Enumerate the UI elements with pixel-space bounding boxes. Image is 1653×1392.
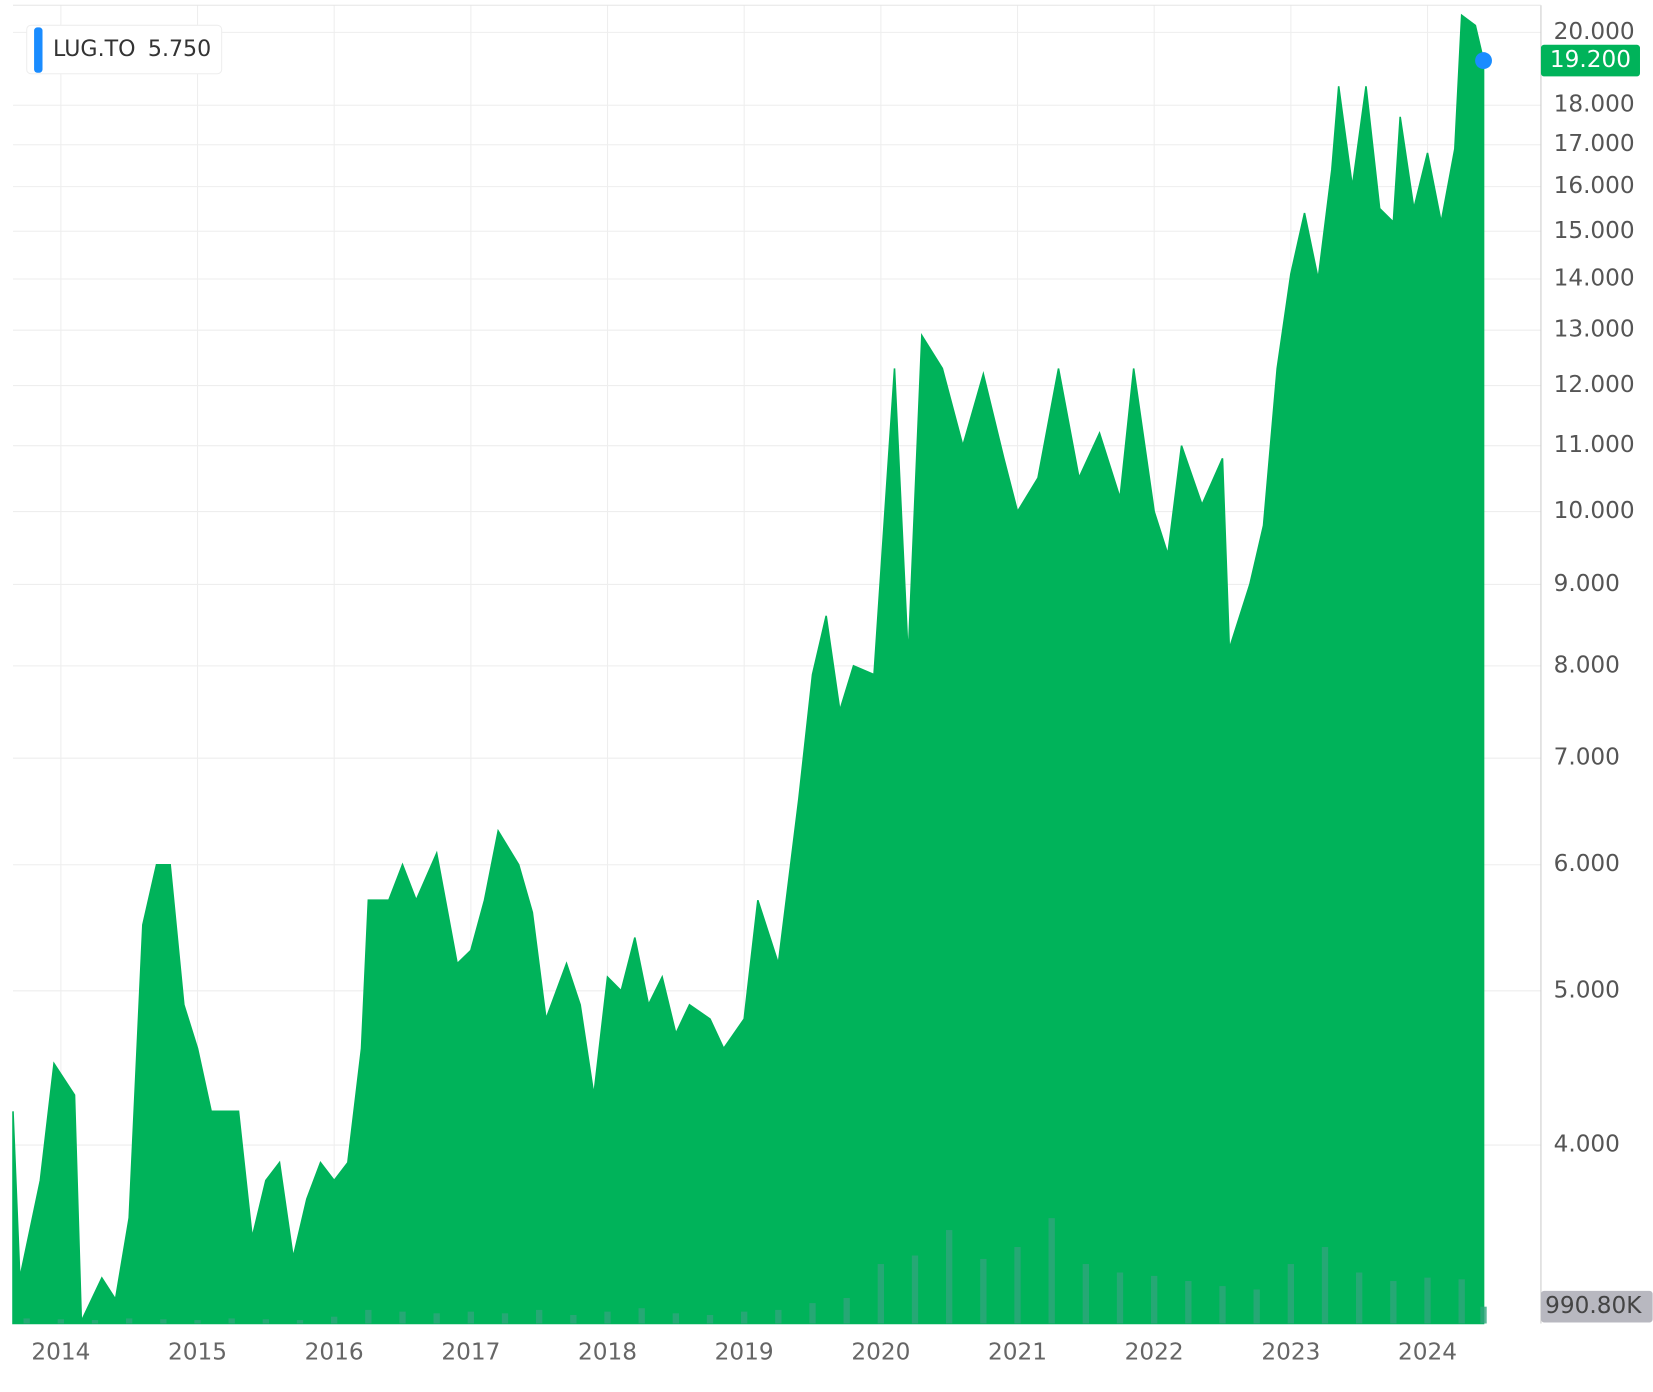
last-point [1475,52,1492,70]
volume-bar [1424,1277,1431,1324]
volume-bar [399,1311,406,1324]
price-area [12,13,1485,1325]
y-tick-label: 7.000 [1554,744,1620,771]
y-tick-label: 20.000 [1554,18,1635,45]
volume-bar [946,1230,953,1324]
x-tick-label: 2023 [1261,1339,1320,1366]
volume-bar [1014,1247,1021,1324]
x-tick-label: 2017 [441,1339,500,1366]
x-tick-label: 2014 [31,1339,90,1366]
legend-name: LUG.TO [53,36,135,62]
volume-bar [1185,1281,1192,1324]
legend-box [26,24,223,75]
y-tick-label: 9.000 [1554,570,1620,597]
y-tick-label: 18.000 [1554,91,1635,118]
volume-label-box [1540,1290,1653,1323]
volume-bar [911,1255,919,1324]
volume-bar [1253,1289,1260,1324]
volume-bar [1287,1264,1295,1324]
y-tick-label: 11.000 [1554,431,1635,458]
volume-bar [638,1308,645,1324]
volume-bar [1151,1275,1158,1324]
volume-bar [706,1315,714,1324]
y-tick-label: 5.000 [1554,976,1620,1003]
volume-bar [1458,1279,1465,1324]
x-tick-label: 2022 [1125,1339,1184,1366]
last-value-box [1540,44,1640,77]
x-tick-label: 2016 [305,1339,364,1366]
legend-swatch [34,27,43,73]
volume-bar [228,1318,235,1324]
volume-bar [1390,1281,1397,1324]
volume-bar [262,1319,270,1324]
volume-bar [980,1258,987,1324]
volume-bar [194,1320,201,1324]
x-tick-label: 2024 [1398,1339,1457,1366]
volume-bar [775,1309,782,1324]
volume-bar [1356,1272,1363,1324]
y-tick-label: 12.000 [1554,371,1635,398]
last-value-label: 19.200 [1550,46,1631,73]
x-tick-label: 2018 [578,1339,637,1366]
y-tick-label: 16.000 [1554,172,1635,199]
legend-value: 5.750 [148,36,211,62]
y-tick-label: 8.000 [1554,651,1620,678]
volume-bar [91,1320,99,1324]
volume-bar [1480,1306,1487,1324]
y-tick-label: 10.000 [1554,497,1635,524]
volume-bar [467,1311,475,1324]
x-tick-label: 2021 [988,1339,1047,1366]
volume-bar [843,1298,850,1324]
volume-bar [1321,1247,1329,1324]
volume-label: 990.80K [1545,1292,1642,1319]
volume-bar [433,1313,440,1324]
volume-bar [501,1313,509,1324]
volume-bar [1219,1286,1226,1324]
volume-bar [536,1309,543,1324]
volume-bar [23,1318,30,1324]
legend: LUG.TO 5.750 [26,24,223,75]
y-tick-label: 15.000 [1554,217,1635,244]
volume-bar [809,1303,816,1324]
volume-bar [296,1320,304,1324]
volume-bar [570,1315,577,1324]
volume-bar [57,1319,65,1324]
volume-bar [1048,1218,1055,1324]
volume-bar [365,1309,372,1324]
volume-bar [126,1318,133,1324]
volume-bar [604,1311,611,1324]
y-tick-label: 6.000 [1554,850,1620,877]
volume-bar [331,1316,338,1324]
volume-bar [877,1264,885,1324]
volume-bar [741,1311,748,1324]
x-tick-label: 2019 [715,1339,774,1366]
y-tick-label: 4.000 [1554,1131,1620,1158]
y-tick-label: 13.000 [1554,316,1635,343]
volume-bar [1082,1264,1090,1324]
y-tick-label: 17.000 [1554,130,1635,157]
x-tick-label: 2020 [851,1339,910,1366]
y-tick-label: 14.000 [1554,264,1635,291]
volume-bar [672,1313,680,1324]
volume-bar [1116,1272,1124,1324]
volume-bar [160,1319,167,1324]
x-tick-label: 2015 [168,1339,227,1366]
